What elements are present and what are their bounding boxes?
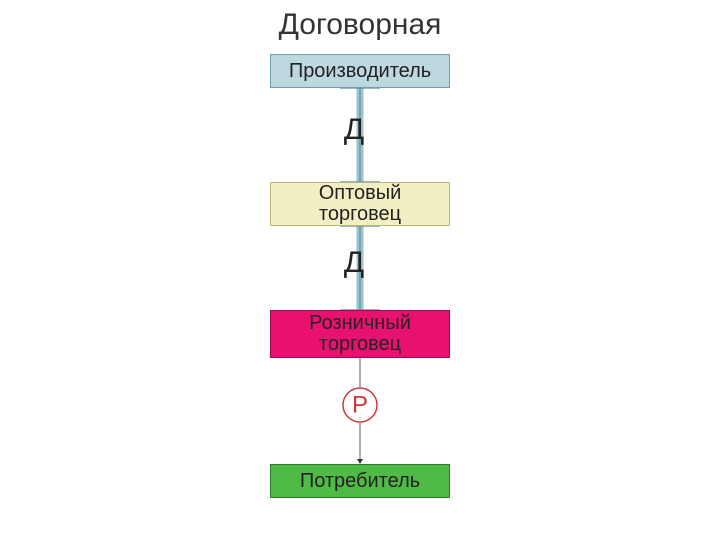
node-label: Оптовый: [319, 183, 402, 204]
node-label: Розничный: [309, 313, 411, 334]
node-label: торговец: [319, 334, 401, 355]
node-retailer: Розничныйторговец: [270, 310, 450, 358]
node-producer: Производитель: [270, 54, 450, 88]
node-label: Производитель: [289, 61, 431, 82]
node-consumer: Потребитель: [270, 464, 450, 498]
edge-label-d: Д: [334, 113, 374, 147]
badge-p-icon: Р: [352, 392, 368, 419]
page-title: Договорная: [0, 8, 720, 42]
node-label: торговец: [319, 204, 401, 225]
node-wholesaler: Оптовыйторговец: [270, 182, 450, 226]
node-label: Потребитель: [300, 471, 420, 492]
edge-label-d: Д: [334, 246, 374, 280]
